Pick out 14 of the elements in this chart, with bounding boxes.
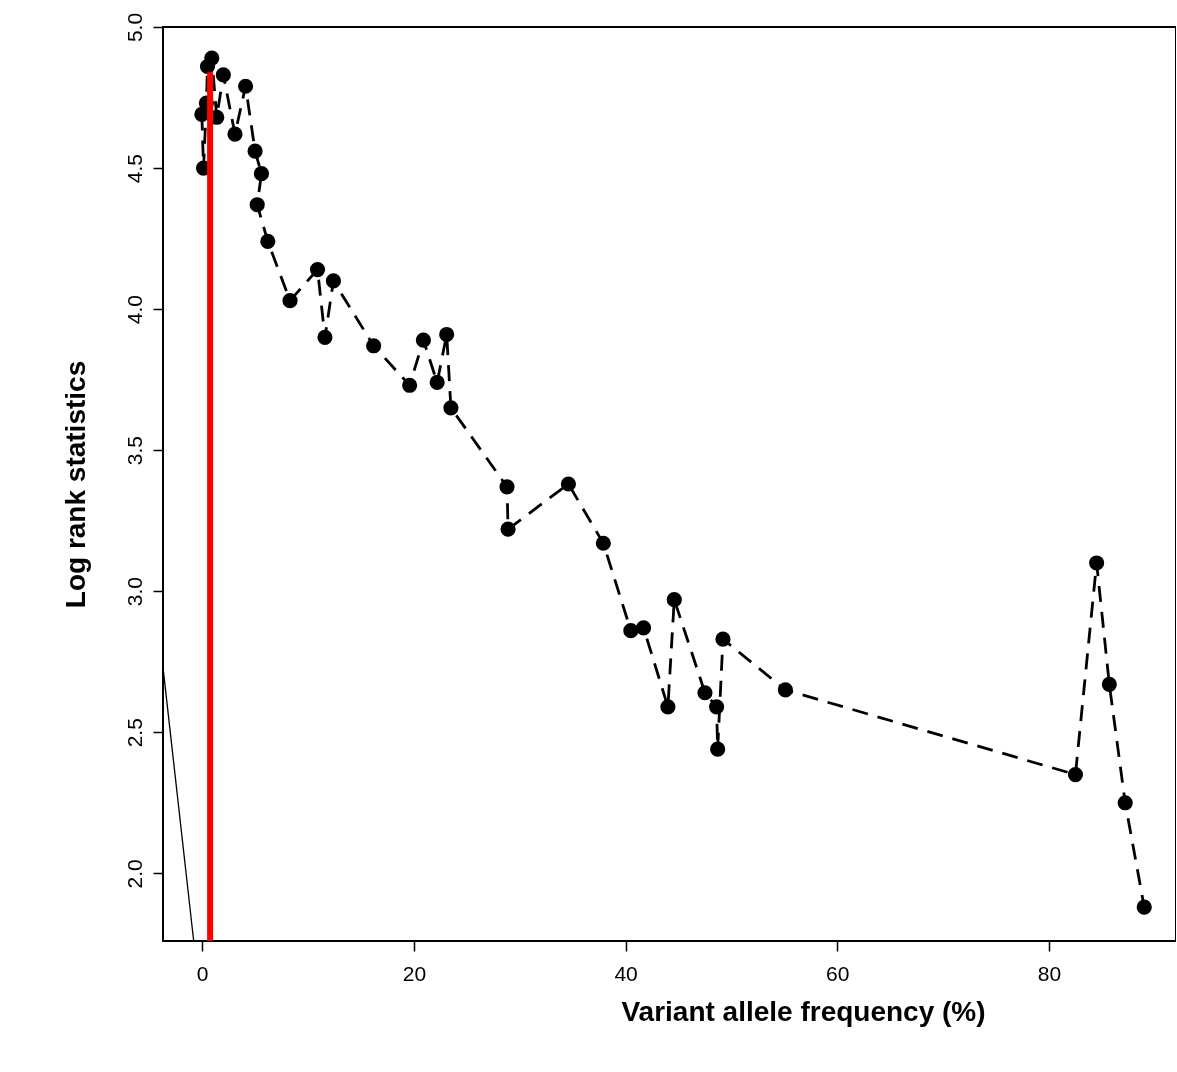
x-tick-label: 40: [614, 961, 638, 985]
x-tick-label: 60: [826, 961, 850, 985]
y-tick-label: 2.0: [122, 859, 146, 889]
y-axis-title: Log rank statistics: [59, 360, 91, 609]
y-tick-label: 4.5: [122, 153, 146, 184]
y-tick-label: 2.5: [122, 718, 146, 748]
y-tick-label: 4.0: [122, 295, 146, 325]
y-tick-label: 3.0: [122, 577, 146, 607]
x-tick-label: 0: [196, 961, 209, 985]
y-tick-label: 3.5: [122, 436, 146, 466]
x-tick-label: 80: [1037, 961, 1062, 985]
y-tick-label: 5.0: [122, 12, 146, 43]
x-tick-label: 20: [402, 961, 427, 985]
x-axis-title: Variant allele frequency (%): [621, 995, 986, 1027]
